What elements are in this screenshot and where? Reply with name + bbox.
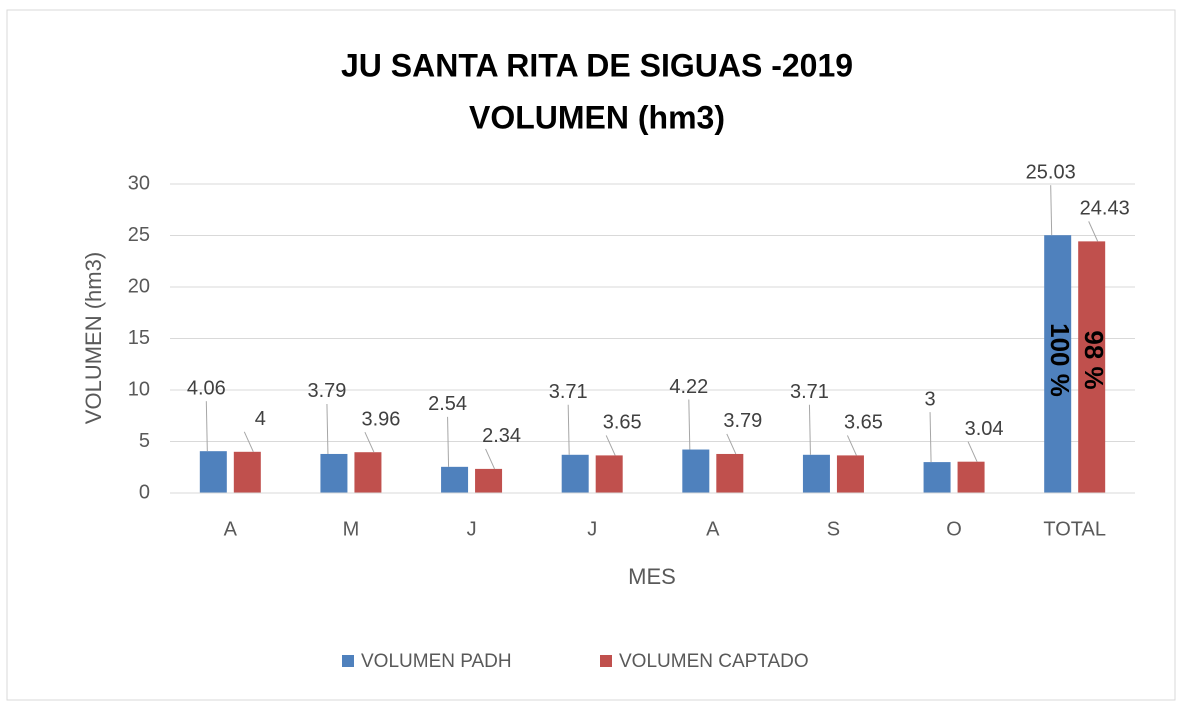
x-tick-label: A (224, 518, 238, 540)
data-label: 4.06 (187, 377, 226, 399)
y-tick-label: 15 (128, 327, 150, 349)
data-label: 3.65 (844, 412, 883, 434)
y-axis-label: VOLUMEN (hm3) (81, 252, 106, 424)
leader-line (605, 435, 616, 456)
leader-line (929, 412, 932, 463)
data-label: 3.04 (965, 418, 1004, 440)
leader-line (243, 431, 254, 453)
bar (682, 449, 710, 493)
data-label: 3.65 (603, 412, 642, 434)
bar (716, 453, 744, 493)
leader-line (205, 401, 208, 452)
x-tick-label: M (343, 518, 360, 540)
bar (199, 451, 227, 493)
x-tick-label: A (706, 518, 720, 540)
leader-line (1088, 221, 1099, 242)
data-label: 24.43 (1080, 198, 1130, 220)
y-tick-label: 20 (128, 275, 150, 297)
y-tick-label: 5 (139, 430, 150, 452)
data-label: 25.03 (1026, 161, 1076, 183)
bar (320, 453, 348, 493)
data-label: 3 (925, 388, 936, 410)
x-tick-label: TOTAL (1043, 518, 1106, 540)
data-label: 3.79 (307, 380, 346, 402)
bar (836, 455, 864, 493)
leader-line (808, 404, 811, 455)
data-label: 3.71 (549, 381, 588, 403)
y-tick-label: 0 (139, 481, 150, 503)
bar (561, 454, 589, 493)
data-label: 3.71 (790, 381, 829, 403)
data-label: 2.34 (482, 425, 521, 447)
bar (923, 462, 951, 493)
leader-line (326, 403, 329, 454)
bar (595, 455, 623, 493)
legend-swatch (600, 655, 612, 667)
y-tick-label: 30 (128, 172, 150, 194)
data-label: 2.54 (428, 393, 467, 415)
x-tick-label: S (827, 518, 840, 540)
bar (441, 466, 469, 493)
legend-label: VOLUMEN CAPTADO (619, 651, 809, 672)
bar (957, 461, 985, 493)
legend-label: VOLUMEN PADH (361, 651, 512, 672)
bar (233, 451, 261, 493)
y-tick-label: 25 (128, 224, 150, 246)
leader-line (967, 441, 978, 462)
x-tick-label: J (587, 518, 597, 540)
x-tick-label: J (467, 518, 477, 540)
leader-line (567, 404, 570, 455)
chart-frame (6, 9, 1176, 701)
leader-line (485, 448, 496, 470)
bar-annotation: 98 % (1079, 330, 1109, 389)
chart-title: JU SANTA RITA DE SIGUAS -2019 (341, 47, 853, 83)
bar (354, 452, 382, 493)
bar (1044, 235, 1072, 494)
x-tick-label: O (946, 518, 962, 540)
leader-line (688, 399, 691, 450)
data-label: 4.22 (669, 376, 708, 398)
leader-line (726, 433, 737, 455)
bar-annotation: 100 % (1045, 323, 1075, 397)
data-label: 3.96 (361, 408, 400, 430)
legend-swatch (342, 655, 354, 667)
data-label: 4 (255, 408, 266, 430)
data-label: 3.79 (723, 410, 762, 432)
leader-line (447, 416, 450, 467)
bar (1078, 241, 1106, 493)
bar (475, 468, 503, 493)
chart-subtitle: VOLUMEN (hm3) (469, 99, 725, 135)
bar (802, 454, 830, 493)
x-axis-label: MES (628, 564, 676, 589)
y-tick-label: 10 (128, 378, 150, 400)
leader-line (364, 432, 375, 453)
leader-line (846, 435, 857, 456)
leader-line (1050, 185, 1053, 236)
